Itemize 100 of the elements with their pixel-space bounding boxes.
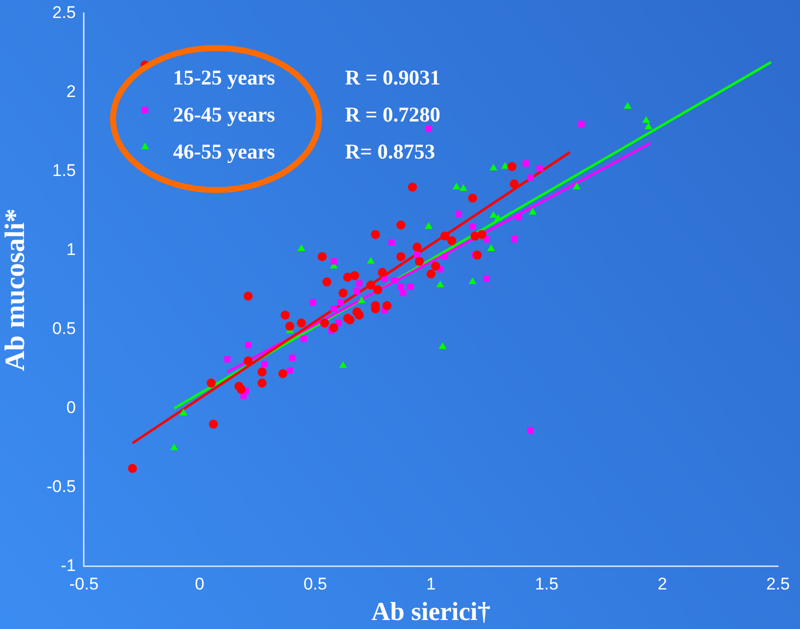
y-tick-label: 2.5 xyxy=(52,2,76,22)
point xyxy=(459,184,468,191)
legend-label: 46-55 years xyxy=(173,139,276,164)
x-tick-label: 0 xyxy=(194,574,204,594)
point xyxy=(390,277,398,284)
point xyxy=(572,182,581,190)
point xyxy=(378,268,387,277)
point xyxy=(414,256,424,266)
point xyxy=(258,367,267,376)
point xyxy=(477,230,486,239)
point xyxy=(297,244,306,251)
point xyxy=(128,464,137,473)
point xyxy=(624,102,632,109)
point xyxy=(338,299,344,306)
point xyxy=(400,290,406,296)
point xyxy=(318,252,327,262)
point xyxy=(406,283,414,290)
point xyxy=(425,125,432,132)
point xyxy=(431,262,440,271)
point xyxy=(494,214,502,221)
legend-label: 15-25 years xyxy=(173,65,276,90)
point xyxy=(469,223,476,230)
point xyxy=(206,378,216,388)
point xyxy=(412,242,422,252)
point xyxy=(339,361,347,368)
point xyxy=(516,214,522,220)
point xyxy=(358,296,366,304)
point xyxy=(528,208,537,215)
point xyxy=(644,122,652,130)
point xyxy=(490,211,498,218)
point xyxy=(338,288,348,298)
point xyxy=(300,336,307,342)
y-tick-label: -1 xyxy=(60,556,76,576)
annotation: R = 0.9031 xyxy=(345,65,440,90)
point xyxy=(468,277,476,284)
point xyxy=(483,276,490,282)
point xyxy=(388,239,395,246)
point xyxy=(436,280,444,288)
point xyxy=(487,244,495,251)
point xyxy=(527,174,534,181)
y-tick-label: 1.5 xyxy=(52,160,76,180)
point xyxy=(440,232,450,241)
point xyxy=(261,360,268,368)
point xyxy=(244,292,253,301)
point xyxy=(472,250,482,260)
point xyxy=(501,162,509,169)
point xyxy=(356,280,362,287)
x-axis-title: Ab sierici† xyxy=(371,597,491,626)
point xyxy=(447,236,456,246)
point xyxy=(536,164,543,172)
x-tick-label: 2 xyxy=(658,574,668,594)
x-tick-label: 2.5 xyxy=(766,574,790,594)
point xyxy=(329,323,338,332)
point xyxy=(354,288,360,295)
point xyxy=(208,420,218,429)
point xyxy=(398,283,404,290)
y-tick-label: 0.5 xyxy=(52,319,76,338)
point xyxy=(438,342,446,349)
y-tick-label: 0 xyxy=(66,398,76,418)
point xyxy=(396,220,406,230)
point xyxy=(424,222,433,229)
point xyxy=(507,162,516,172)
point xyxy=(396,252,406,262)
point xyxy=(426,269,436,278)
x-tick-label: 1.5 xyxy=(534,574,558,594)
point xyxy=(642,116,650,123)
x-tick-label: 0.5 xyxy=(303,574,328,594)
y-axis-title: Ab mucosali* xyxy=(0,208,32,372)
point xyxy=(236,384,246,394)
point xyxy=(408,182,417,192)
point xyxy=(370,230,380,239)
point xyxy=(511,236,518,242)
point xyxy=(280,310,290,320)
point xyxy=(578,120,585,128)
point xyxy=(373,285,382,294)
y-tick-label: -0.5 xyxy=(46,477,76,496)
point xyxy=(366,256,375,264)
point xyxy=(322,277,332,286)
x-tick-label: 1 xyxy=(426,574,436,594)
point xyxy=(288,354,296,361)
point xyxy=(330,306,337,312)
point xyxy=(343,272,352,282)
point xyxy=(244,342,252,348)
legend-label: 26-45 years xyxy=(173,102,276,126)
point xyxy=(170,443,178,450)
annotation: R= 0.8753 xyxy=(345,139,436,164)
point xyxy=(330,258,337,265)
point xyxy=(286,367,293,374)
point xyxy=(442,253,448,260)
point xyxy=(452,182,460,190)
point xyxy=(285,322,294,331)
point xyxy=(224,356,231,363)
point xyxy=(456,210,462,218)
point xyxy=(278,369,288,378)
point xyxy=(258,378,267,388)
point xyxy=(382,301,392,310)
y-tick-label: 2 xyxy=(66,82,76,101)
point xyxy=(366,280,376,290)
point xyxy=(320,318,330,328)
annotation: R = 0.7280 xyxy=(345,102,440,126)
